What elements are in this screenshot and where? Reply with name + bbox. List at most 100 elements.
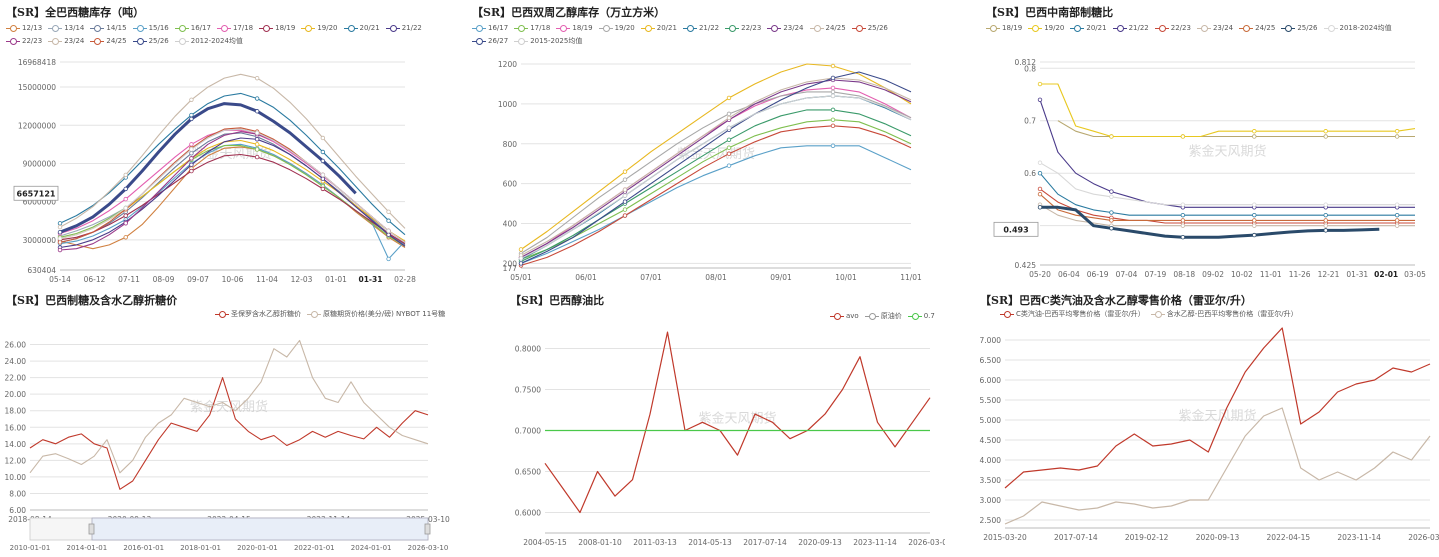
navigator-handle-right[interactable] (424, 523, 431, 535)
series-point (123, 186, 128, 192)
y-tick-label: 2.500 (980, 516, 1002, 525)
legend-item[interactable]: 20/21 (1070, 22, 1107, 35)
legend-item[interactable]: 15/16 (132, 22, 169, 35)
legend-item[interactable]: 原油价 (864, 310, 902, 323)
legend-label: 20/21 (359, 24, 380, 32)
series-point (726, 115, 732, 121)
legend-marker-icon (986, 24, 1000, 32)
series-point (320, 172, 326, 178)
x-tick-label: 01-01 (325, 275, 347, 284)
legend-item[interactable]: 14/15 (90, 22, 127, 35)
legend-marker-icon (1196, 24, 1211, 32)
range-navigator[interactable]: 2010-01-01 2014-01-01 2016-01-01 2018-01-01… (10, 517, 449, 552)
legend-item[interactable]: 25/26 (1281, 22, 1318, 35)
x-tick-label: 2014-05-13 (688, 538, 732, 547)
legend-item[interactable]: 24/25 (1239, 22, 1275, 35)
legend-marker-icon (851, 24, 866, 32)
legend-item[interactable]: 24/25 (809, 22, 846, 35)
legend-item[interactable]: 21/22 (1112, 22, 1149, 35)
x-tick-label: 2015-03-20 (983, 533, 1027, 542)
series-point (622, 177, 628, 182)
legend-label: 26/27 (488, 37, 509, 45)
series-point (622, 199, 628, 204)
legend-item[interactable]: 18/19 (556, 22, 593, 35)
series-line (520, 95, 912, 259)
y-tick-label: 24.00 (5, 357, 27, 366)
legend-item[interactable]: 17/18 (514, 22, 550, 35)
legend-item[interactable]: 25/26 (132, 35, 169, 48)
legend-item[interactable]: 18/19 (259, 22, 295, 35)
x-tick-label: 02-28 (394, 275, 416, 284)
legend-item[interactable]: 22/23 (725, 22, 761, 35)
legend-item[interactable]: 24/25 (90, 35, 127, 48)
legend-marker-icon (343, 24, 358, 32)
x-tick-label: 02-01 (1374, 270, 1398, 279)
series-point (830, 117, 836, 123)
series-point (189, 162, 194, 167)
legend-item[interactable]: 2012-2024均值 (174, 35, 243, 48)
legend-item[interactable]: 18/19 (986, 22, 1022, 35)
legend: C类汽油-巴西平均零售价格（雷亚尔/升） 含水乙醇-巴西平均零售价格（雷亚尔/升） (1000, 308, 1430, 321)
legend-item[interactable]: 22/23 (6, 35, 42, 48)
legend-item[interactable]: 12/13 (6, 22, 42, 35)
legend: avo 原油价 0.7 (830, 310, 950, 323)
legend-label: 原油价 (880, 312, 902, 320)
legend-item[interactable]: 26/27 (472, 35, 508, 48)
y-tick-label: 0.812 (1015, 58, 1037, 67)
series-point (254, 137, 260, 142)
legend-item[interactable]: 13/14 (48, 22, 84, 35)
legend-marker-icon (259, 24, 274, 32)
x-tick-label: 2026-03-09 (1408, 533, 1439, 542)
series-point (189, 147, 194, 152)
chart-retail-prices: 2.500 3.000 3.500 4.000 4.500 5.000 5.500 6.000… (980, 327, 1439, 542)
current-value-callout: 6657121 (13, 185, 59, 201)
series-point (1252, 218, 1257, 223)
callout-box (13, 185, 59, 201)
legend-item[interactable]: 19/20 (598, 22, 635, 35)
callout-value: 0.493 (1003, 225, 1028, 234)
navigator-tick-label: 2016-01-01 (123, 544, 164, 552)
legend-item[interactable]: 2018-2024均值 (1323, 22, 1392, 35)
legend-item[interactable]: 21/22 (682, 22, 719, 35)
legend-item[interactable]: 22/23 (1154, 22, 1191, 35)
legend-item[interactable]: 20/21 (640, 22, 677, 35)
legend-item[interactable]: 21/22 (385, 22, 422, 35)
legend-item[interactable]: 23/24 (48, 35, 84, 48)
series-point (123, 205, 128, 211)
legend-item[interactable]: 19/20 (1028, 22, 1064, 35)
legend-item[interactable]: 原糖期货价格(美分/磅) NYBOT 11号糖 (307, 308, 445, 321)
x-tick-label: 11-04 (256, 275, 278, 284)
series-point (1252, 129, 1257, 134)
legend-item[interactable]: avo (830, 310, 859, 323)
legend-item[interactable]: 23/24 (767, 22, 804, 35)
legend-item[interactable]: 16/17 (174, 22, 211, 35)
navigator-tick-label: 2024-01-01 (351, 544, 392, 552)
series-point (1037, 97, 1043, 102)
y-tick-label: 14.00 (5, 440, 27, 449)
navigator-window[interactable] (91, 517, 429, 541)
legend-item[interactable]: 17/18 (216, 22, 253, 35)
panel-title: 【SR】巴西制糖及含水乙醇折糖价 (6, 294, 178, 307)
legend-item[interactable]: 0.7 (907, 310, 935, 323)
legend-item[interactable]: 含水乙醇-巴西平均零售价格（雷亚尔/升） (1150, 308, 1298, 321)
navigator-tick-label: 2026-03-10 (408, 544, 449, 552)
series-line (1039, 99, 1415, 208)
legend-item[interactable]: 2015-2025均值 (514, 35, 582, 48)
series-point (1180, 202, 1186, 207)
x-tick-label: 05-14 (49, 275, 71, 284)
series-point (1323, 228, 1328, 233)
legend-item[interactable]: 25/26 (851, 22, 888, 35)
y-tick-label: 5.500 (980, 396, 1002, 405)
legend-item[interactable]: 16/17 (472, 22, 508, 35)
y-tick-label: 6.500 (980, 356, 1002, 365)
series-line (1039, 172, 1415, 216)
y-tick-label: 6.000 (980, 376, 1002, 385)
series-point (830, 89, 836, 95)
legend-item[interactable]: 23/24 (1196, 22, 1233, 35)
legend-item[interactable]: 20/21 (343, 22, 380, 35)
navigator-handle-left[interactable] (88, 523, 95, 535)
legend-item[interactable]: 19/20 (301, 22, 338, 35)
legend-item[interactable]: 圣保罗含水乙醇折糖价 (215, 308, 301, 321)
watermark: 紫金天风期货 (1178, 408, 1256, 424)
legend-item[interactable]: C类汽油-巴西平均零售价格（雷亚尔/升） (1000, 308, 1145, 321)
